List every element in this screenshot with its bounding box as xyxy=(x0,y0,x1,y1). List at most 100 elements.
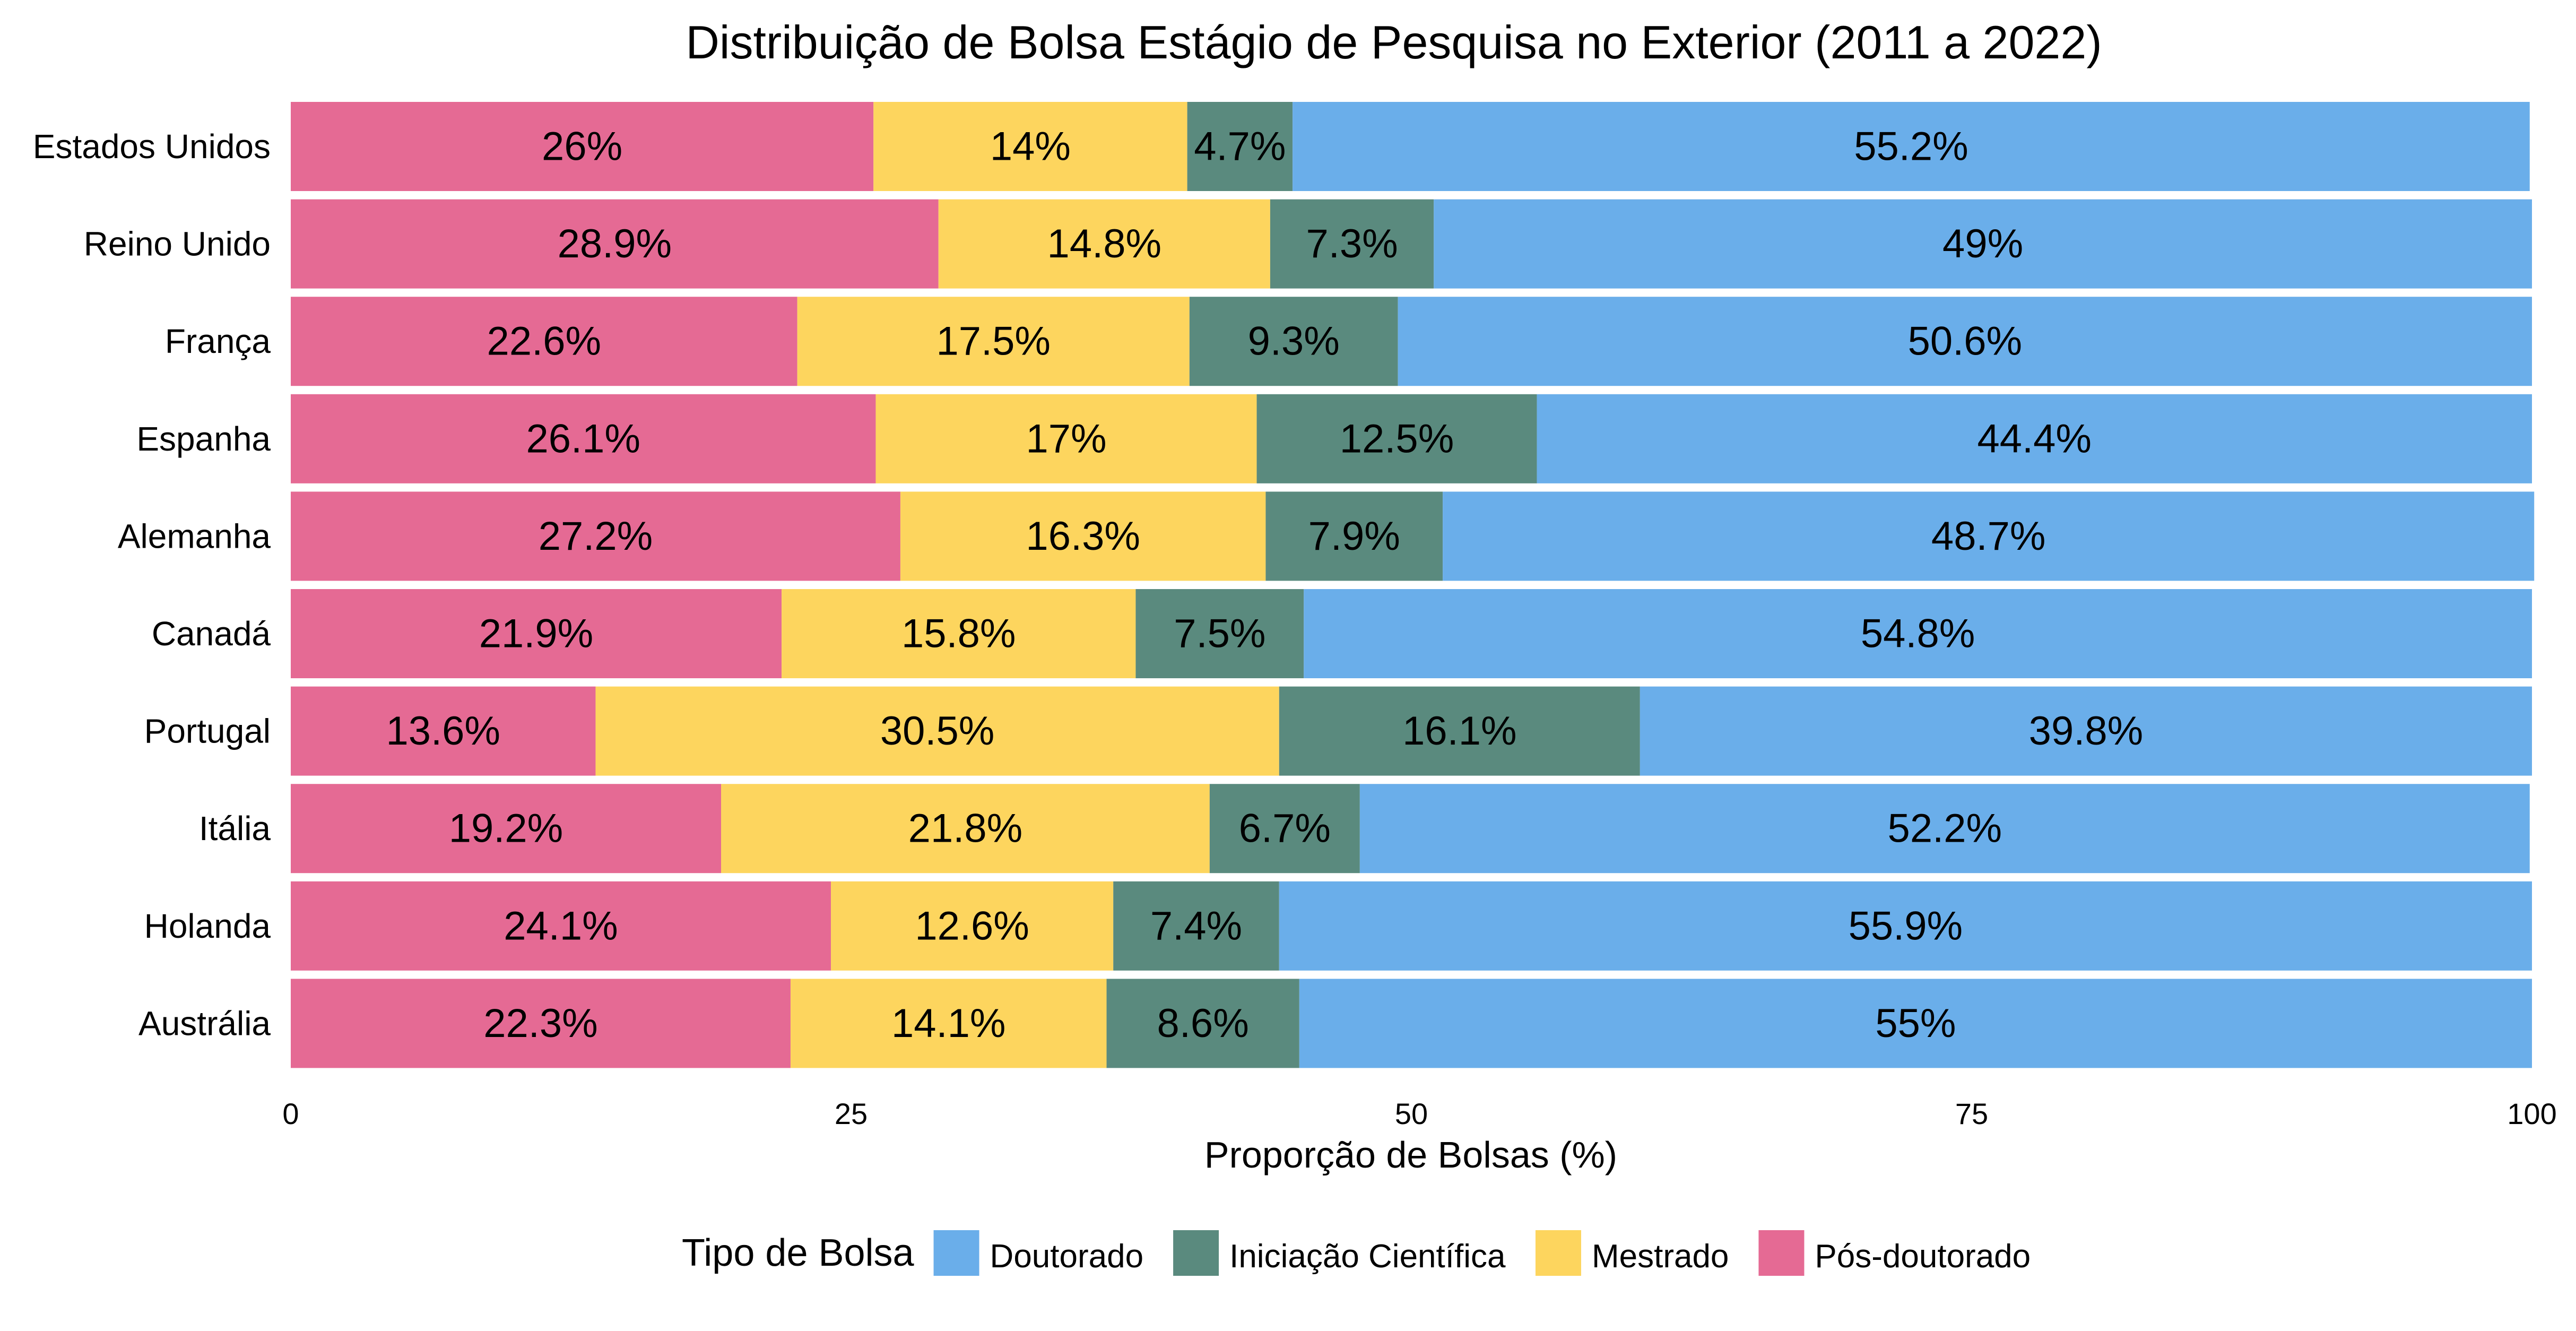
data-label-portugal-pos-doutorado: 13.6% xyxy=(386,708,500,754)
legend-key-mestrado xyxy=(1535,1230,1581,1276)
bar-estados-unidos-mestrado xyxy=(873,102,1187,191)
bar-estados-unidos-iniciacao-cientifica xyxy=(1187,102,1293,191)
bar-alemanha-pos-doutorado xyxy=(291,491,900,581)
bar-italia-doutorado xyxy=(1359,784,2530,874)
data-label-australia-pos-doutorado: 22.3% xyxy=(483,1001,598,1046)
data-label-alemanha-doutorado: 48.7% xyxy=(1931,514,2046,559)
legend-label-mestrado: Mestrado xyxy=(1592,1238,1729,1275)
data-label-australia-doutorado: 55% xyxy=(1875,1001,1956,1046)
bar-portugal-mestrado xyxy=(595,686,1279,776)
legend-label-iniciacao-cientifica: Iniciação Científica xyxy=(1229,1238,1506,1275)
bar-australia-mestrado xyxy=(790,979,1107,1068)
bar-holanda-mestrado xyxy=(830,881,1114,971)
bar-canada-mestrado xyxy=(782,589,1136,678)
bar-franca-pos-doutorado xyxy=(291,297,797,386)
data-label-canada-pos-doutorado: 21.9% xyxy=(479,611,594,656)
bar-reino-unido-pos-doutorado xyxy=(291,199,939,289)
data-label-portugal-doutorado: 39.8% xyxy=(2029,708,2144,754)
data-label-australia-iniciacao-cientifica: 8.6% xyxy=(1157,1001,1249,1046)
data-label-canada-iniciacao-cientifica: 7.5% xyxy=(1174,611,1265,656)
data-label-franca-pos-doutorado: 22.6% xyxy=(487,319,602,364)
data-label-italia-iniciacao-cientifica: 6.7% xyxy=(1239,806,1331,851)
data-label-espanha-iniciacao-cientifica: 12.5% xyxy=(1340,416,1454,461)
bar-holanda-iniciacao-cientifica xyxy=(1113,881,1279,971)
chart-title: Distribuição de Bolsa Estágio de Pesquis… xyxy=(686,16,2102,68)
bar-canada-iniciacao-cientifica xyxy=(1135,589,1304,678)
data-label-portugal-mestrado: 30.5% xyxy=(880,708,995,754)
data-label-reino-unido-mestrado: 14.8% xyxy=(1047,221,1162,266)
bar-australia-iniciacao-cientifica xyxy=(1106,979,1299,1068)
data-label-franca-doutorado: 50.6% xyxy=(1908,319,2023,364)
bar-reino-unido-doutorado xyxy=(1434,199,2532,289)
legend-key-pos-doutorado xyxy=(1758,1230,1805,1276)
bar-espanha-pos-doutorado xyxy=(291,394,876,483)
bar-estados-unidos-doutorado xyxy=(1293,102,2530,191)
data-label-italia-mestrado: 21.8% xyxy=(908,806,1023,851)
y-tick-label-australia: Austrália xyxy=(138,1004,271,1042)
data-label-franca-mestrado: 17.5% xyxy=(936,319,1051,364)
data-label-alemanha-mestrado: 16.3% xyxy=(1026,514,1140,559)
data-label-italia-doutorado: 52.2% xyxy=(1888,806,2002,851)
bar-reino-unido-iniciacao-cientifica xyxy=(1270,199,1434,289)
bar-espanha-iniciacao-cientifica xyxy=(1256,394,1537,483)
data-label-australia-mestrado: 14.1% xyxy=(891,1001,1006,1046)
x-tick-label-50: 50 xyxy=(1395,1097,1428,1130)
bar-holanda-doutorado xyxy=(1279,881,2532,971)
bar-franca-mestrado xyxy=(797,297,1190,386)
bar-reino-unido-mestrado xyxy=(938,199,1270,289)
bar-italia-pos-doutorado xyxy=(291,784,722,874)
bar-alemanha-iniciacao-cientifica xyxy=(1265,491,1443,581)
data-label-estados-unidos-iniciacao-cientifica: 4.7% xyxy=(1194,124,1286,169)
data-labels-layer: 26% 14% 4.7% 55.2% 28.9% 14.8% 7.3% 49% 22.6% 17.… xyxy=(386,124,2143,1046)
bar-australia-pos-doutorado xyxy=(291,979,791,1068)
bar-portugal-doutorado xyxy=(1640,686,2532,776)
bar-franca-iniciacao-cientifica xyxy=(1189,297,1398,386)
legend-items: Doutorado Iniciação Científica Mestrado Pós… xyxy=(933,1230,2031,1276)
bars-layer xyxy=(291,102,2535,1068)
bar-portugal-iniciacao-cientifica xyxy=(1279,686,1640,776)
data-label-estados-unidos-pos-doutorado: 26% xyxy=(542,124,622,169)
y-tick-label-holanda: Holanda xyxy=(144,907,271,945)
legend-label-pos-doutorado: Pós-doutorado xyxy=(1815,1238,2031,1275)
data-label-reino-unido-doutorado: 49% xyxy=(1942,221,2023,266)
data-label-alemanha-iniciacao-cientifica: 7.9% xyxy=(1308,514,1400,559)
data-label-franca-iniciacao-cientifica: 9.3% xyxy=(1248,319,1340,364)
legend-key-doutorado xyxy=(933,1230,979,1276)
y-tick-label-portugal: Portugal xyxy=(144,712,271,750)
bar-alemanha-doutorado xyxy=(1443,491,2535,581)
y-tick-label-canada: Canadá xyxy=(152,615,271,653)
bar-holanda-pos-doutorado xyxy=(291,881,831,971)
data-label-canada-mestrado: 15.8% xyxy=(901,611,1016,656)
bar-italia-iniciacao-cientifica xyxy=(1209,784,1360,874)
y-tick-label-italia: Itália xyxy=(199,809,271,848)
data-label-espanha-pos-doutorado: 26.1% xyxy=(526,416,640,461)
bar-italia-mestrado xyxy=(721,784,1210,874)
x-tick-label-100: 100 xyxy=(2507,1097,2556,1130)
data-label-canada-doutorado: 54.8% xyxy=(1861,611,1975,656)
data-label-italia-pos-doutorado: 19.2% xyxy=(449,806,563,851)
legend: Tipo de Bolsa Doutorado Iniciação Científ… xyxy=(682,1230,2031,1276)
data-label-espanha-mestrado: 17% xyxy=(1026,416,1106,461)
data-label-reino-unido-pos-doutorado: 28.9% xyxy=(558,221,672,266)
x-axis-title: Proporção de Bolsas (%) xyxy=(1204,1134,1617,1176)
x-tick-label-0: 0 xyxy=(282,1097,299,1130)
y-tick-label-reino-unido: Reino Unido xyxy=(84,225,271,263)
legend-title: Tipo de Bolsa xyxy=(682,1232,915,1274)
y-tick-label-espanha: Espanha xyxy=(136,420,271,458)
bar-australia-doutorado xyxy=(1299,979,2532,1068)
data-label-alemanha-pos-doutorado: 27.2% xyxy=(539,514,653,559)
data-label-portugal-iniciacao-cientifica: 16.1% xyxy=(1402,708,1517,754)
y-tick-label-franca: França xyxy=(165,322,271,360)
data-label-espanha-doutorado: 44.4% xyxy=(1977,416,2092,461)
legend-key-iniciacao-cientifica xyxy=(1173,1230,1219,1276)
bar-espanha-mestrado xyxy=(875,394,1257,483)
x-tick-label-75: 75 xyxy=(1955,1097,1988,1130)
data-label-holanda-doutorado: 55.9% xyxy=(1849,903,1963,948)
bar-canada-pos-doutorado xyxy=(291,589,782,678)
data-label-holanda-iniciacao-cientifica: 7.4% xyxy=(1150,903,1242,948)
x-axis: 0 25 50 75 100 xyxy=(282,1097,2556,1130)
bar-canada-doutorado xyxy=(1304,589,2532,678)
legend-label-doutorado: Doutorado xyxy=(990,1238,1144,1275)
